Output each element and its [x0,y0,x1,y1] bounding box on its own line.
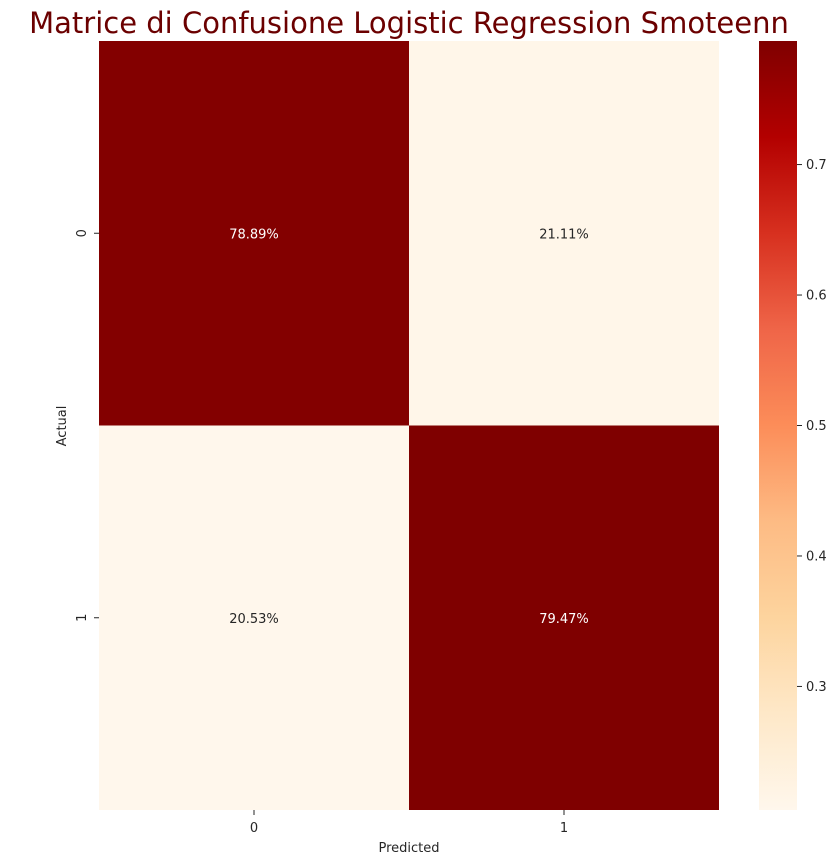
heatmap-cell-1-0 [99,425,409,810]
heatmap-cells: 78.89% 21.11% 20.53% 79.47% [99,41,719,810]
cell-label-1-1: 79.47% [539,612,589,627]
x-tick-label-0: 0 [250,821,258,836]
cell-label-1-0: 20.53% [229,612,279,627]
y-axis-ticks: 01 [75,229,99,622]
colorbar [759,41,797,810]
colorbar-tick-label-2: 0.5 [806,419,827,434]
x-tick-label-1: 1 [560,821,568,836]
heatmap-cell-1-1 [409,425,719,810]
colorbar-tick-label-1: 0.4 [806,549,827,564]
colorbar-tick-label-3: 0.6 [806,289,827,304]
y-tick-label-1: 1 [75,614,90,622]
colorbar-ticks: 0.3 0.4 0.5 0.6 0.7 [797,158,827,695]
y-tick-label-0: 0 [75,229,90,237]
cell-label-0-1: 21.11% [539,227,589,242]
heatmap-cell-0-1 [409,41,719,426]
colorbar-tick-label-4: 0.7 [806,158,827,173]
chart-title: Matrice di Confusione Logistic Regressio… [29,6,789,40]
x-axis-label: Predicted [378,841,439,856]
colorbar-tick-label-0: 0.3 [806,680,827,695]
heatmap-cell-0-0 [99,41,409,426]
y-axis-label: Actual [55,406,70,447]
cell-label-0-0: 78.89% [229,227,279,242]
